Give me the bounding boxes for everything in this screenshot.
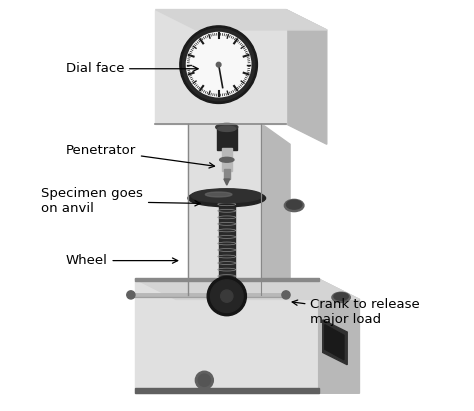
Circle shape bbox=[186, 32, 251, 97]
Circle shape bbox=[182, 29, 255, 101]
Circle shape bbox=[180, 26, 257, 104]
Ellipse shape bbox=[286, 200, 302, 209]
Bar bbox=[155, 9, 286, 124]
Ellipse shape bbox=[334, 293, 348, 300]
Polygon shape bbox=[325, 325, 344, 360]
Circle shape bbox=[198, 374, 210, 386]
Ellipse shape bbox=[188, 189, 265, 207]
Circle shape bbox=[216, 62, 221, 67]
Polygon shape bbox=[155, 9, 327, 30]
Text: Penetrator: Penetrator bbox=[65, 144, 215, 168]
Bar bbox=[188, 124, 262, 296]
Circle shape bbox=[221, 290, 233, 302]
Bar bbox=[135, 388, 319, 393]
Ellipse shape bbox=[219, 157, 234, 162]
Circle shape bbox=[210, 280, 243, 312]
Ellipse shape bbox=[216, 123, 238, 131]
Bar bbox=[222, 148, 232, 171]
Circle shape bbox=[127, 291, 135, 299]
Text: Crank to release
major load: Crank to release major load bbox=[292, 298, 420, 326]
Ellipse shape bbox=[205, 192, 232, 197]
Polygon shape bbox=[224, 179, 229, 185]
Polygon shape bbox=[135, 279, 359, 299]
Circle shape bbox=[282, 291, 290, 299]
Bar bbox=[135, 278, 319, 281]
Bar bbox=[219, 197, 235, 291]
Bar bbox=[217, 128, 237, 150]
Circle shape bbox=[195, 371, 213, 389]
Text: Wheel: Wheel bbox=[65, 254, 178, 267]
Bar bbox=[135, 279, 319, 393]
Bar bbox=[224, 169, 229, 179]
Text: Dial face: Dial face bbox=[65, 62, 198, 75]
Polygon shape bbox=[262, 124, 290, 296]
Polygon shape bbox=[319, 279, 359, 393]
Ellipse shape bbox=[332, 292, 350, 302]
Polygon shape bbox=[286, 9, 327, 144]
Ellipse shape bbox=[284, 199, 304, 212]
Text: Specimen goes
on anvil: Specimen goes on anvil bbox=[41, 187, 200, 215]
Polygon shape bbox=[323, 320, 347, 365]
Ellipse shape bbox=[191, 189, 263, 203]
Circle shape bbox=[207, 277, 246, 316]
Ellipse shape bbox=[218, 126, 236, 132]
